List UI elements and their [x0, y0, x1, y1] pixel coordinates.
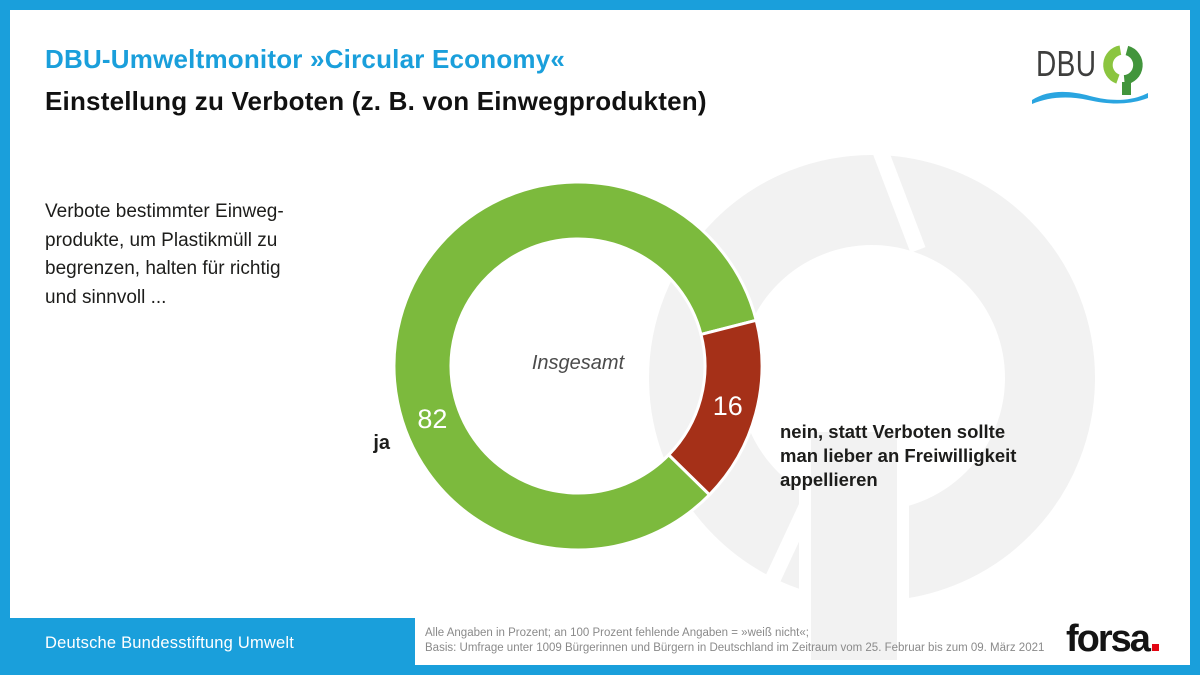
question-line: Verbote bestimmter Einweg-: [45, 201, 284, 222]
footnote-line: Alle Angaben in Prozent; an 100 Prozent …: [425, 627, 809, 639]
nein-line: nein, statt Verboten sollte: [780, 421, 1006, 442]
frame-top: [0, 0, 1200, 10]
nein-line: man lieber an Freiwilligkeit: [780, 445, 1017, 466]
footnote-line: Basis: Umfrage unter 1009 Bürgerinnen un…: [425, 642, 1045, 654]
footnote: Alle Angaben in Prozent; an 100 Prozent …: [425, 626, 1044, 656]
forsa-logo-text: forsa: [1066, 618, 1151, 660]
question-line: begrenzen, halten für richtig: [45, 258, 281, 279]
slide-title: DBU-Umweltmonitor »Circular Economy«: [45, 44, 566, 74]
nein-line: appellieren: [780, 469, 878, 490]
segment-label-ja: ja: [373, 432, 390, 454]
donut-center-label: Insgesamt: [531, 352, 625, 374]
frame-right: [1190, 0, 1200, 675]
frame-bottom: [0, 665, 1200, 675]
question-line: produkte, um Plastikmüll zu: [45, 229, 278, 251]
forsa-dot-icon: [1151, 644, 1159, 651]
dbu-q-icon: [1103, 45, 1143, 95]
footer-org-name: Deutsche Bundesstiftung Umwelt: [45, 634, 295, 652]
segment-label-nein: nein, statt Verboten sollte man lieber a…: [780, 420, 1050, 492]
dbu-logo: DBU: [1032, 44, 1162, 106]
frame-left: [0, 0, 10, 675]
dbu-logo-text: DBU: [1036, 43, 1097, 84]
dbu-wave-icon: [1032, 91, 1148, 104]
forsa-logo: forsa: [1066, 618, 1159, 661]
question-line: und sinnvoll ...: [45, 286, 167, 308]
slide-subtitle: Einstellung zu Verboten (z. B. von Einwe…: [45, 86, 707, 116]
question-text: Verbote bestimmter Einweg- produkte, um …: [45, 198, 284, 312]
